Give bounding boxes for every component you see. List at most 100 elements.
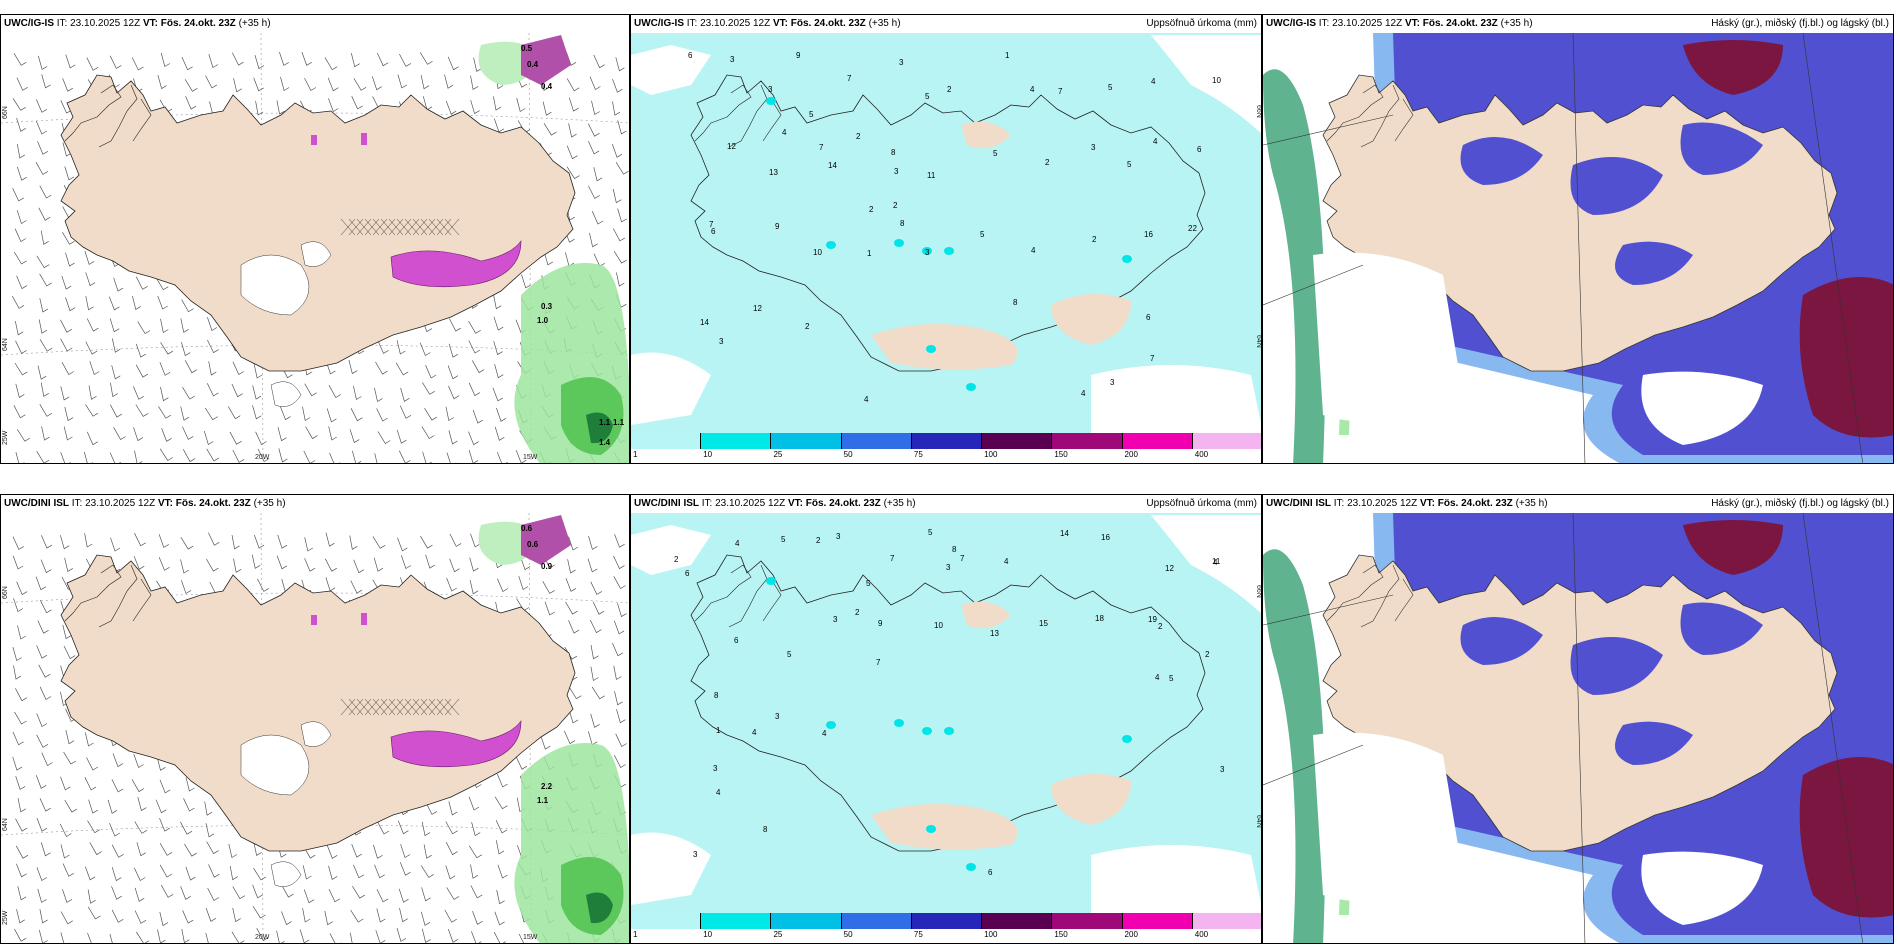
- wind-barb: [229, 865, 238, 881]
- wind-barb: [232, 907, 241, 923]
- wind-barb: [587, 123, 600, 137]
- precip-value: 3: [693, 850, 698, 859]
- longitude-label: 15W: [523, 934, 538, 941]
- precip-value: 3: [730, 55, 735, 64]
- wind-barb: [447, 365, 459, 380]
- clear-area: [1641, 851, 1763, 925]
- wind-barb: [515, 450, 527, 463]
- wind-barb: [38, 929, 48, 943]
- snow-north: [521, 35, 571, 85]
- hatch: [420, 698, 436, 716]
- wind-barb: [37, 620, 49, 634]
- hatch: [412, 698, 428, 716]
- wind-barb: [444, 909, 457, 923]
- cloud-patch: [1680, 602, 1763, 655]
- wind-barb: [16, 117, 26, 132]
- precip-value: 14: [828, 161, 837, 170]
- precip-value: 3: [1110, 378, 1115, 387]
- precip-value: 1: [716, 726, 721, 735]
- wind-barb: [180, 559, 190, 574]
- latitude-label: 66N: [1255, 105, 1262, 118]
- colorbar-swatch: [982, 433, 1053, 449]
- wind-barb: [111, 844, 124, 858]
- wind-barb: [136, 842, 146, 857]
- wind-barb: [252, 884, 263, 899]
- clear-patches: [240, 721, 332, 887]
- wind-barb: [446, 887, 460, 900]
- valid-time: VT: Fös. 24.okt. 23Z: [1404, 18, 1498, 29]
- wind-barb: [448, 343, 459, 358]
- wind-barb: [39, 600, 52, 614]
- wind-barb: [280, 76, 290, 92]
- precip-value: 2: [855, 608, 860, 617]
- wind-barb: [495, 840, 505, 855]
- wind-barb: [277, 534, 288, 549]
- hatch: [372, 218, 388, 236]
- precip-value: 3: [713, 764, 718, 773]
- precip-colorbar: 1 10 25 50 75 100 150 200 400: [631, 433, 1261, 459]
- wind-barb: [231, 535, 240, 550]
- wind-barb: [377, 431, 391, 444]
- wind-barb: [469, 580, 479, 595]
- precip-value: 4: [1031, 246, 1036, 255]
- precip-maxima: [766, 97, 1132, 391]
- precip-map-panel-bottom: UWC/DINI ISL IT: 23.10.2025 12Z VT: Fös.…: [630, 494, 1262, 944]
- init-label: IT:: [56, 18, 68, 29]
- colorbar-tick: 50: [843, 450, 853, 459]
- wind-map-panel-bottom: UWC/DINI ISL IT: 23.10.2025 12Z VT: Fös.…: [0, 494, 630, 944]
- wind-value-label: 0.4: [541, 82, 553, 91]
- wind-barb: [15, 775, 26, 790]
- wind-barb: [593, 54, 605, 69]
- wind-barb: [349, 932, 353, 943]
- precip-dark-green: [586, 892, 613, 924]
- panel-variable-title: Uppsöfnuð úrkoma (mm): [1146, 498, 1257, 509]
- wind-barb: [181, 342, 191, 357]
- colorbar-swatch: [771, 913, 842, 929]
- wind-barb: [64, 406, 74, 422]
- wind-barb: [60, 844, 70, 859]
- precip-dark-green: [586, 412, 613, 444]
- wind-barb: [39, 798, 51, 812]
- projection-line: [1263, 744, 1364, 786]
- latitude-label: 25W: [2, 910, 9, 925]
- wind-barb: [589, 76, 601, 91]
- wind-barb: [36, 734, 49, 748]
- wind-barb: [612, 188, 622, 204]
- westfjords-coast: [694, 564, 782, 628]
- colorbar-tick: 200: [1124, 450, 1138, 459]
- dry-area: [1151, 515, 1261, 614]
- wind-barb: [473, 57, 482, 72]
- precip-value: 2: [1158, 622, 1163, 631]
- wind-barb: [568, 620, 580, 634]
- wind-barb: [377, 340, 389, 354]
- wind-barb: [109, 822, 120, 837]
- wind-barb: [62, 232, 75, 245]
- precip-value: 3: [1220, 765, 1225, 774]
- wind-barb: [613, 576, 626, 589]
- wind-barb: [13, 53, 27, 66]
- wind-barb: [590, 666, 599, 682]
- colorbar-swatch: [701, 433, 772, 449]
- hatch: [348, 218, 364, 236]
- hatch: [340, 698, 356, 716]
- precip-value: 5: [866, 579, 871, 588]
- precip-value: 3: [833, 615, 838, 624]
- wind-barb: [111, 909, 124, 923]
- land-patch: [1051, 773, 1131, 825]
- wind-barb: [133, 754, 144, 769]
- precip-value: 6: [688, 51, 693, 60]
- colorbar-swatch: [841, 433, 912, 449]
- wind-barb: [60, 338, 73, 352]
- precip-value: 12: [727, 142, 736, 151]
- wind-barb: [351, 96, 363, 110]
- wind-barb: [350, 53, 360, 68]
- wind-barb: [470, 885, 483, 899]
- wind-barb: [253, 364, 263, 379]
- wind-barb: [568, 123, 577, 138]
- wind-barb: [135, 364, 149, 378]
- wind-barb: [185, 96, 197, 110]
- iceland-outline: [60, 554, 576, 852]
- wind-barb: [496, 407, 507, 422]
- wind-barb: [204, 801, 213, 816]
